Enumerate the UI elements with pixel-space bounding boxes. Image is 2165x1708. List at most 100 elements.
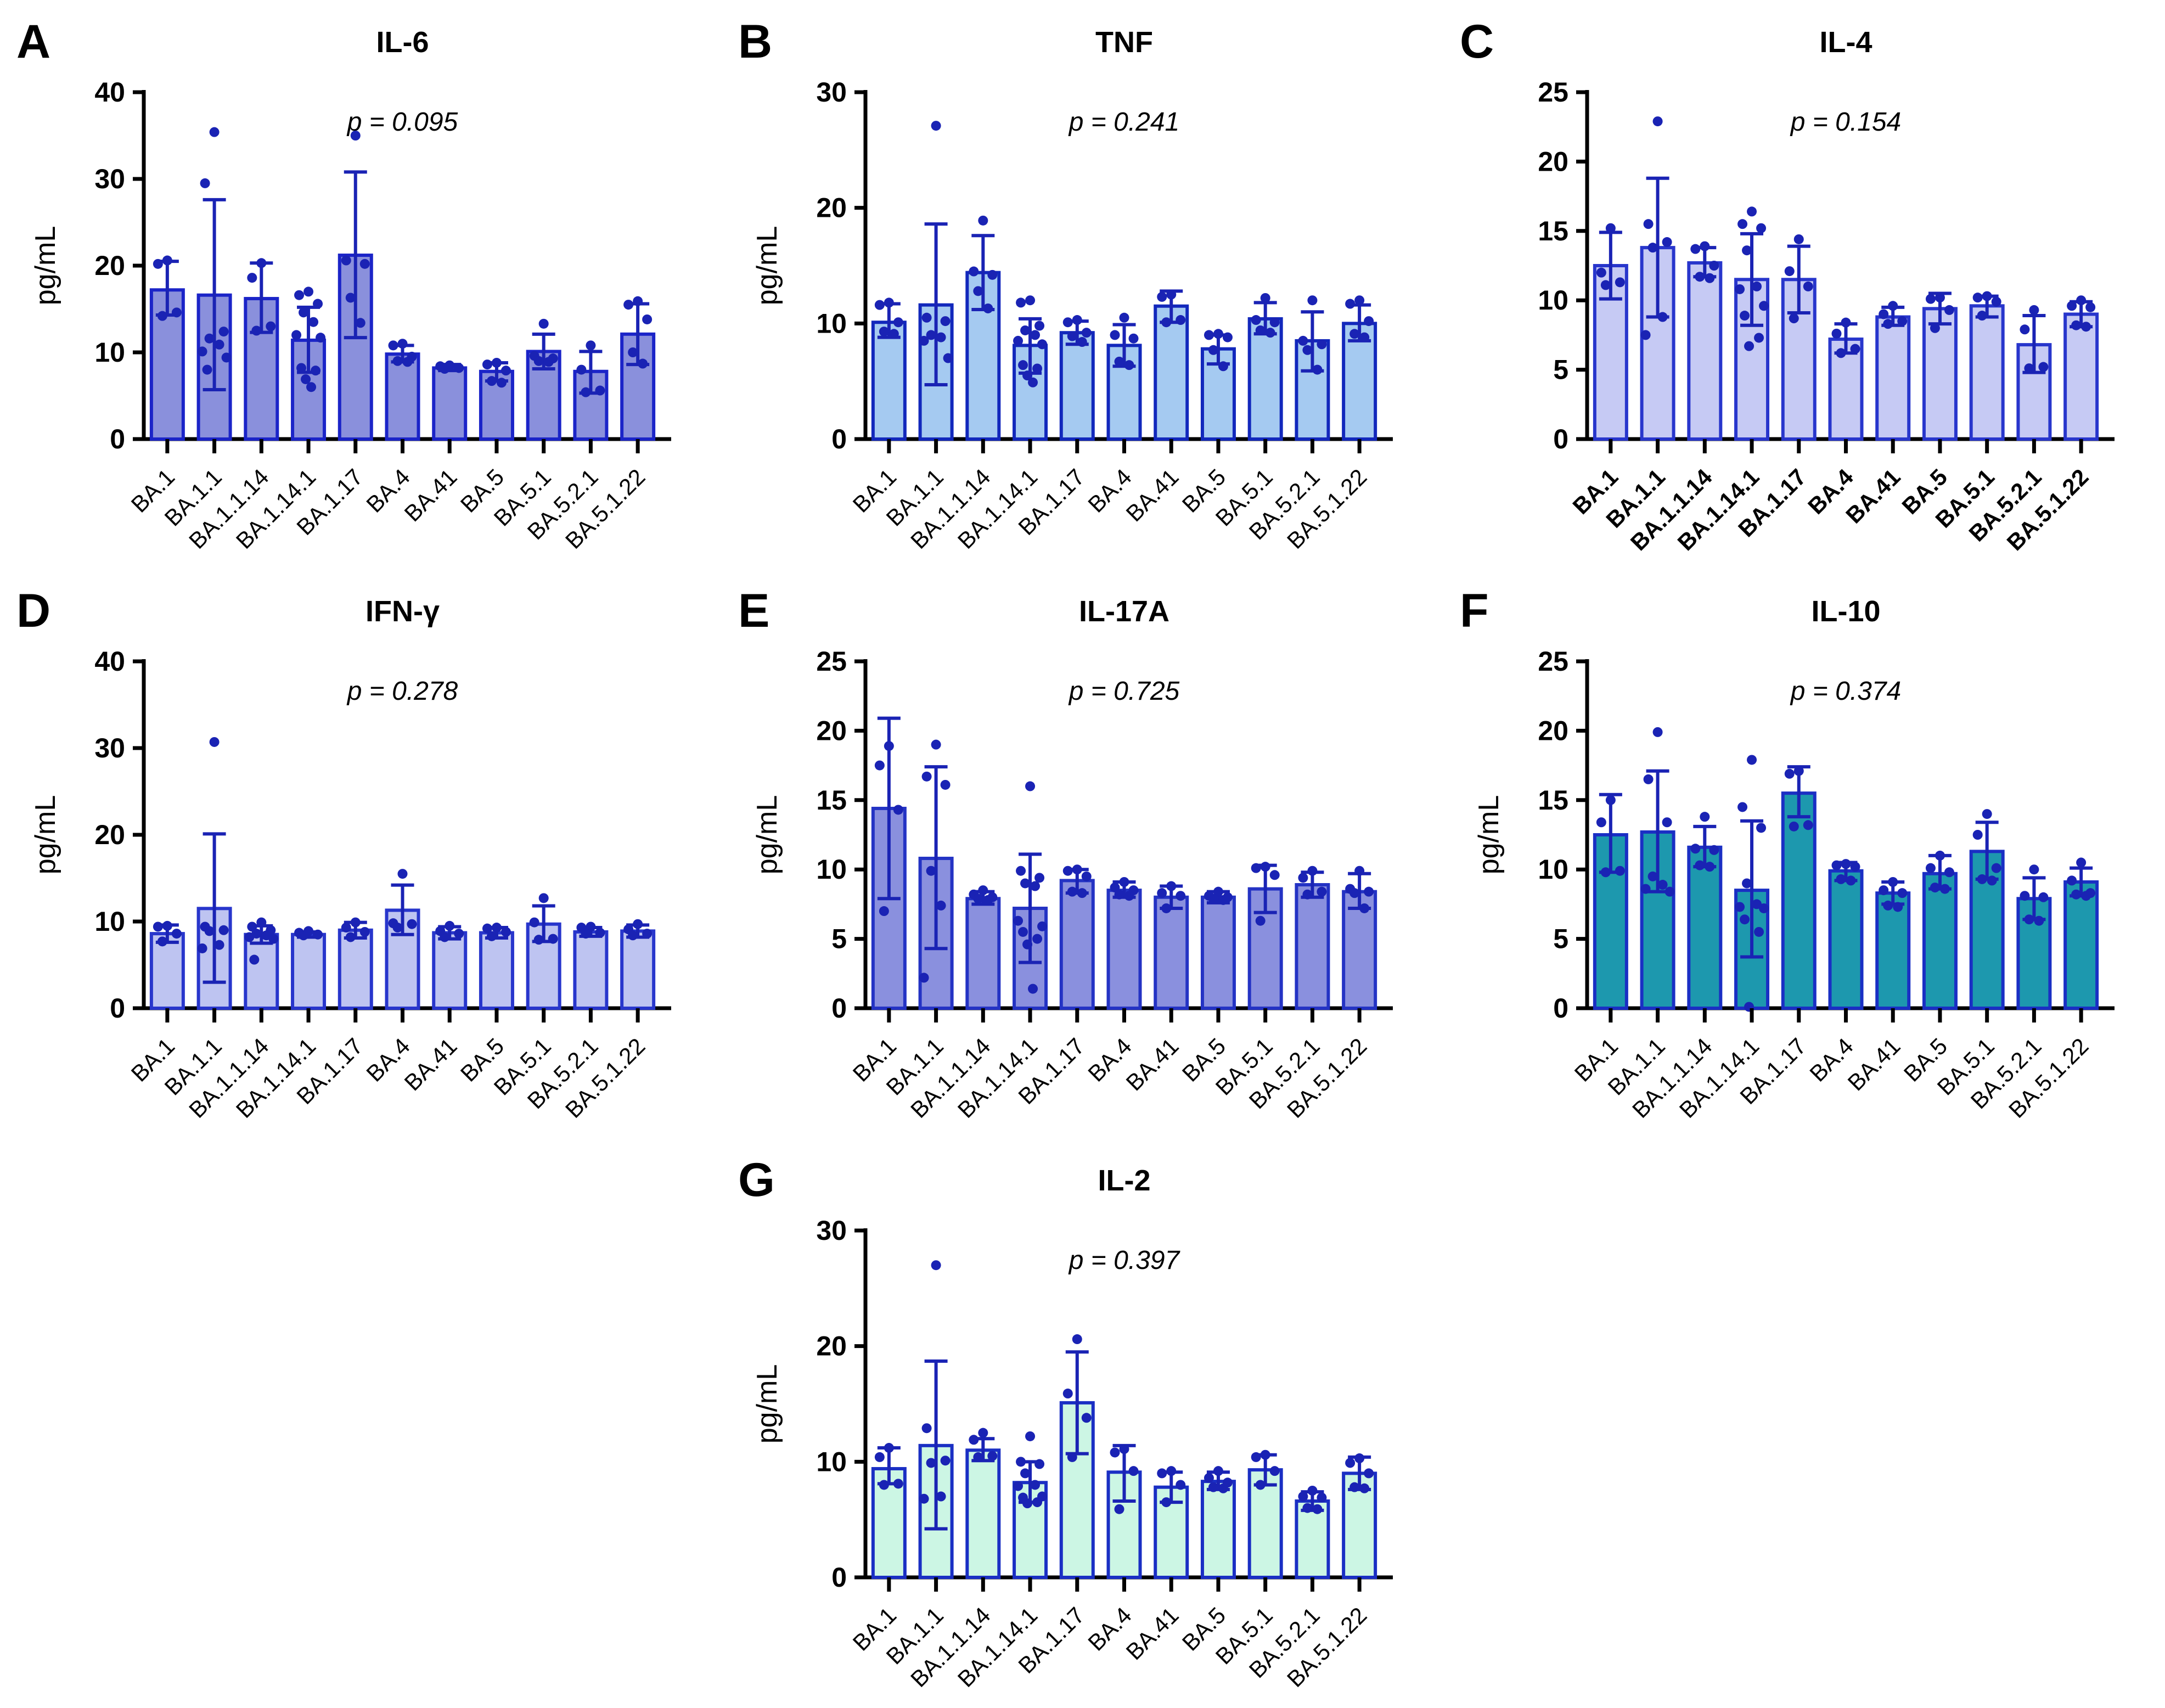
data-point xyxy=(350,131,361,141)
y-tick-label: 30 xyxy=(816,1215,847,1246)
panel-letter: G xyxy=(738,1154,775,1206)
data-point xyxy=(218,925,229,935)
data-point xyxy=(1213,329,1223,339)
y-tick-label: 0 xyxy=(831,993,847,1024)
data-point xyxy=(1789,821,1799,831)
data-point xyxy=(1883,900,1893,911)
bar-BA.1 xyxy=(149,932,185,1010)
data-point xyxy=(633,919,643,929)
data-point xyxy=(316,333,326,343)
x-tick-label: BA.41 xyxy=(399,1033,462,1095)
data-point xyxy=(1034,1459,1045,1469)
y-tick-label: 0 xyxy=(1553,424,1568,454)
data-point xyxy=(1016,297,1026,308)
data-point xyxy=(931,1260,941,1271)
y-tick-label: 0 xyxy=(831,424,847,454)
data-point xyxy=(392,923,403,933)
data-point xyxy=(1662,237,1672,248)
data-point xyxy=(204,333,215,344)
data-point xyxy=(162,255,172,266)
data-point xyxy=(1349,1482,1360,1492)
data-point xyxy=(1028,984,1038,994)
data-point xyxy=(1831,328,1842,339)
data-point xyxy=(1265,328,1275,338)
data-point xyxy=(1067,1452,1077,1462)
data-point xyxy=(1204,1473,1214,1483)
data-point xyxy=(1883,319,1893,329)
data-point xyxy=(1756,223,1767,233)
data-point xyxy=(1081,871,1092,881)
y-tick-label: 20 xyxy=(816,193,847,223)
y-axis-label: pg/mL xyxy=(751,795,783,875)
data-point xyxy=(1657,312,1668,322)
data-point xyxy=(1742,245,1752,256)
error-bar-BA.1.17 xyxy=(344,170,367,340)
panel-C-svg: C IL-4p = 0.1540510152025BA.1BA.1.1BA.1.1… xyxy=(1460,15,2115,555)
data-point xyxy=(1032,1497,1043,1508)
data-point xyxy=(1640,330,1651,340)
bar-BA.41 xyxy=(1154,895,1189,1010)
data-point xyxy=(153,259,163,269)
panel-D: D IFN-γ p = 0.278 pg/mL 0 10 20 30 40 BA.1 BA.1.1 B… xyxy=(0,569,722,1138)
data-point xyxy=(1359,332,1370,342)
data-point xyxy=(2071,320,2082,330)
error-bar-BA.5.1 xyxy=(532,332,555,371)
data-point xyxy=(1062,1389,1073,1399)
data-point xyxy=(1269,1466,1280,1476)
data-point xyxy=(2024,363,2034,374)
bar-BA.1.17 xyxy=(338,928,373,1010)
data-point xyxy=(200,178,210,188)
bar-BA.1.1.14 xyxy=(965,1448,1001,1579)
data-point xyxy=(1307,866,1318,876)
y-tick-label: 5 xyxy=(1553,355,1568,385)
data-point xyxy=(2038,362,2049,372)
bar-BA.5 xyxy=(1200,1480,1236,1579)
data-point xyxy=(581,387,591,397)
data-point xyxy=(397,869,408,879)
data-point xyxy=(921,1423,932,1434)
data-point xyxy=(973,286,983,296)
x-tick-label: BA.41 xyxy=(1841,464,1905,528)
bar-BA.5.1 xyxy=(526,350,561,441)
data-point xyxy=(1269,870,1280,880)
data-point xyxy=(1208,345,1218,355)
data-point xyxy=(1752,281,1762,291)
data-point xyxy=(1030,1480,1041,1490)
data-point xyxy=(486,931,497,941)
bar-BA.5 xyxy=(1922,307,1958,441)
bar-BA.5 xyxy=(479,931,514,1010)
data-point xyxy=(1345,299,1356,309)
data-point xyxy=(1737,219,1748,229)
y-tick-label: 40 xyxy=(94,77,125,108)
y-tick-label: 20 xyxy=(1538,146,1568,177)
data-point xyxy=(595,385,605,396)
data-point xyxy=(2076,295,2087,306)
data-point xyxy=(879,327,889,337)
data-point xyxy=(407,919,417,929)
data-point xyxy=(1161,317,1172,328)
data-point xyxy=(1166,289,1177,300)
data-point xyxy=(940,779,951,790)
data-point xyxy=(291,330,302,340)
data-point xyxy=(1119,877,1129,887)
panel-A: A IL-6 p = 0.095 pg/mL 0 10 20 30 40 BA.1 BA.1.1 BA… xyxy=(0,0,722,569)
data-point xyxy=(1789,313,1799,324)
data-point xyxy=(893,1479,903,1489)
data-point xyxy=(1705,273,1715,283)
data-point xyxy=(1157,291,1167,302)
panel-C: C IL-4 p = 0.154 0 5 10 15 20 25 BA.1 BA.1.1 BA.1.1… xyxy=(1443,0,2165,569)
data-point xyxy=(1690,244,1701,254)
data-point xyxy=(1307,295,1318,306)
panel-F: F IL-10 p = 0.374 pg/mL 0 5 10 15 20 25 BA.1 BA.1.1… xyxy=(1443,569,2165,1138)
panel-title: IL-17A xyxy=(1079,595,1169,628)
bar-BA.41 xyxy=(1154,304,1189,441)
data-point xyxy=(1114,889,1124,900)
data-point xyxy=(874,300,885,310)
data-point xyxy=(249,954,260,965)
data-point xyxy=(1652,727,1663,737)
data-point xyxy=(1161,1497,1172,1508)
p-value-label: p = 0.397 xyxy=(1068,1246,1181,1275)
data-point xyxy=(1298,1491,1308,1502)
data-point xyxy=(926,330,936,340)
data-point xyxy=(341,923,351,933)
